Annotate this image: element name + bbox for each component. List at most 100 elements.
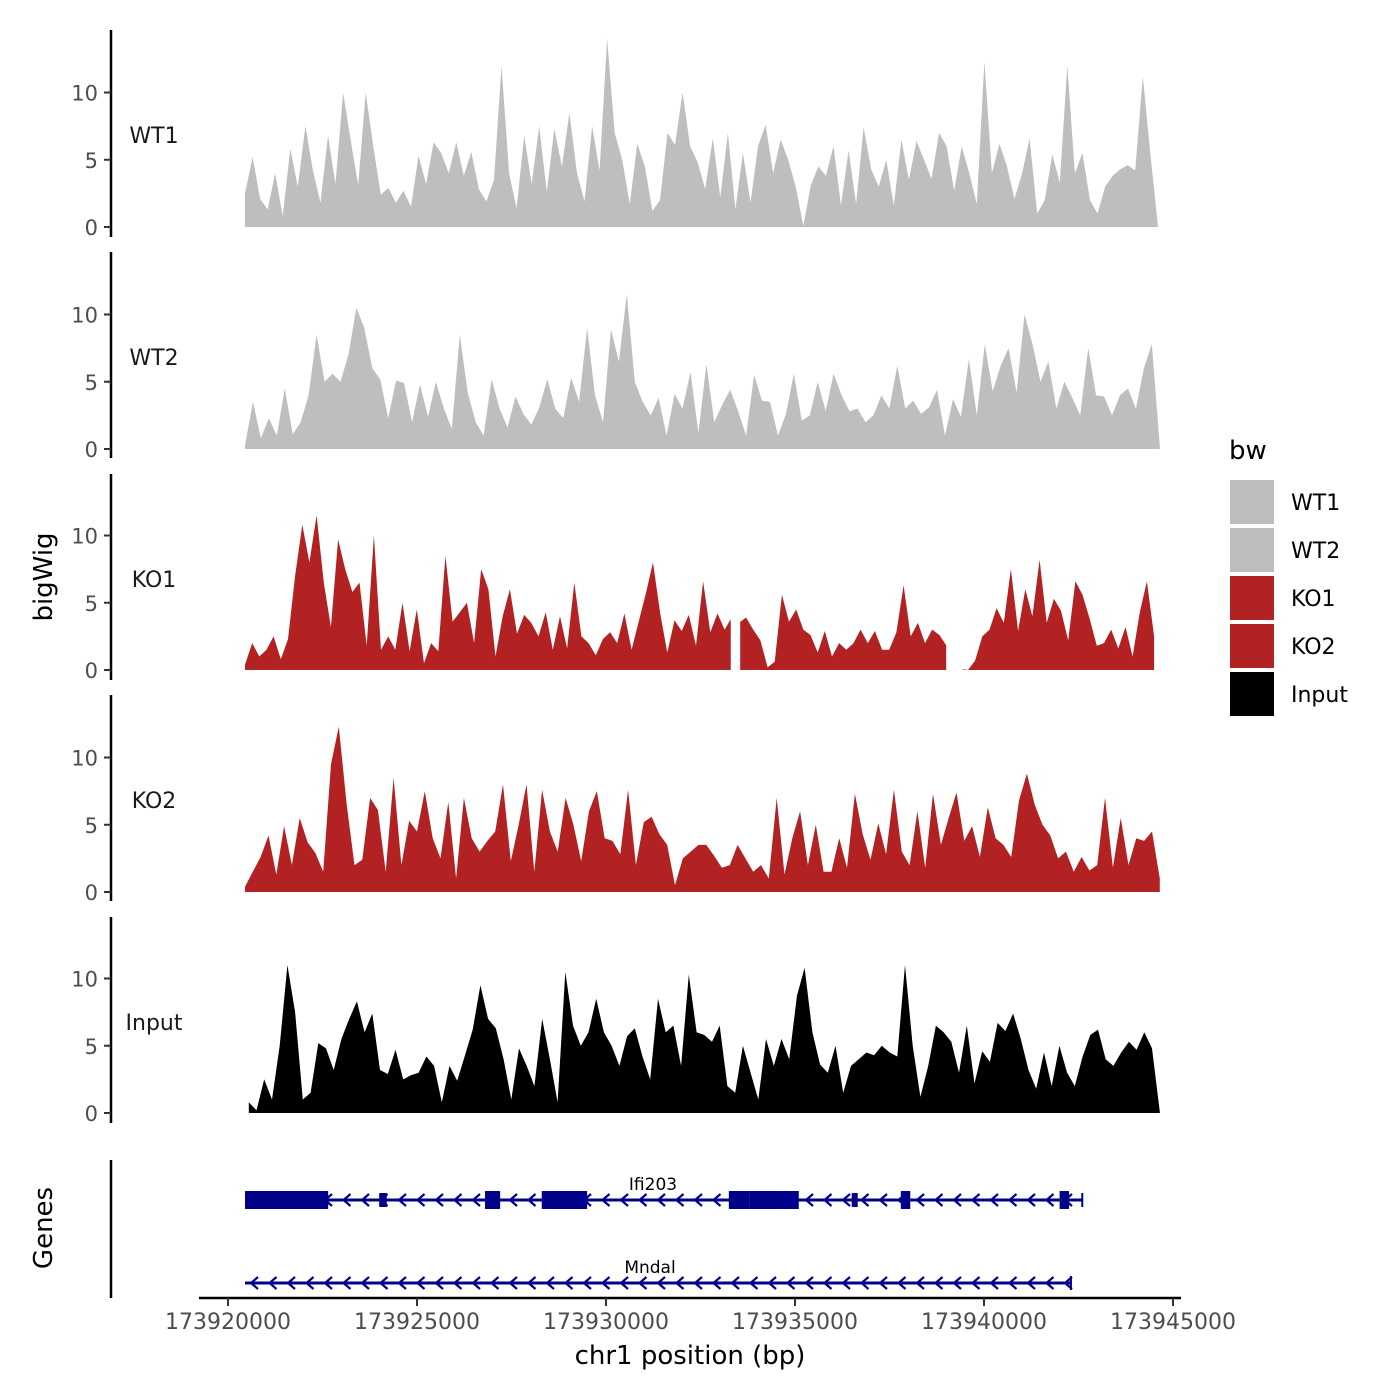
legend-swatch-ko1 [1230, 576, 1274, 620]
strand-arrow [1026, 1276, 1036, 1290]
strand-arrow [267, 1276, 278, 1290]
legend-label-input: Input [1291, 683, 1348, 708]
strand-arrow [674, 1193, 685, 1207]
strand-arrow [693, 1193, 703, 1207]
y-tick-label: 5 [85, 592, 98, 616]
gene-mndal: Mndal [245, 1258, 1073, 1290]
strand-arrow [915, 1193, 925, 1207]
strand-arrow [378, 1276, 389, 1290]
x-tick-label: 173940000 [921, 1310, 1047, 1335]
strand-arrow [804, 1193, 814, 1207]
exon [749, 1191, 799, 1209]
strand-arrow [452, 1276, 463, 1290]
y-tick-label: 10 [71, 304, 98, 328]
signal-area [245, 515, 1155, 670]
strand-arrow [563, 1276, 574, 1290]
track-ko1: 0 5 10 KO1 [71, 474, 1155, 683]
y-tick-label: 0 [85, 1102, 98, 1126]
strand-arrow [748, 1276, 759, 1290]
strand-arrow [711, 1276, 722, 1290]
y-tick-label: 10 [71, 82, 98, 106]
strand-arrow [804, 1276, 814, 1290]
strand-arrow [1026, 1193, 1036, 1207]
y-tick-label: 0 [85, 438, 98, 462]
strand-arrow [341, 1193, 352, 1207]
strand-arrow [859, 1193, 870, 1207]
gene-ifi203: Ifi203 [245, 1175, 1084, 1209]
track-wt2: 0 5 10 WT2 [71, 252, 1160, 462]
exon [1059, 1191, 1070, 1209]
x-tick-label: 173930000 [543, 1310, 669, 1335]
strand-arrow [970, 1276, 981, 1290]
x-tick-label: 173920000 [165, 1310, 291, 1335]
legend-title: bw [1229, 436, 1267, 466]
strand-arrow [952, 1193, 962, 1207]
strand-arrow [508, 1193, 518, 1207]
legend: bw WT1 WT2 KO1 KO2 Input [1229, 436, 1348, 716]
strand-arrow [915, 1276, 925, 1290]
legend-swatch-wt1 [1230, 480, 1274, 524]
strand-arrow [286, 1276, 296, 1290]
strand-arrow [360, 1276, 370, 1290]
track-label: KO2 [132, 789, 177, 814]
strand-arrow [933, 1193, 944, 1207]
strand-arrow [249, 1276, 259, 1290]
y-tick-label: 0 [85, 216, 98, 240]
strand-arrow [471, 1193, 481, 1207]
y-tick-label: 5 [85, 1035, 98, 1059]
strand-arrow [1007, 1276, 1018, 1290]
strand-arrow [526, 1193, 537, 1207]
strand-arrow [323, 1276, 333, 1290]
signal-area [245, 38, 1158, 228]
exon [900, 1191, 911, 1209]
strand-arrow [1063, 1276, 1073, 1290]
signal-area [245, 726, 1160, 892]
strand-arrow [582, 1276, 592, 1290]
y-tick-label: 5 [85, 814, 98, 838]
strand-arrow [952, 1276, 962, 1290]
y-tick-label: 0 [85, 881, 98, 905]
track-label: WT1 [129, 124, 178, 149]
x-tick-label: 173935000 [732, 1310, 858, 1335]
strand-arrow [785, 1276, 796, 1290]
gene-name: Ifi203 [629, 1175, 677, 1195]
strand-arrow [896, 1276, 907, 1290]
y-tick-label: 10 [71, 525, 98, 549]
strand-arrow [674, 1276, 685, 1290]
strand-arrow [545, 1276, 555, 1290]
legend-label-wt1: WT1 [1291, 491, 1340, 516]
legend-swatch-input [1230, 672, 1274, 716]
strand-arrow [822, 1276, 833, 1290]
strand-arrow [822, 1193, 833, 1207]
genes-axis-label: Genes [29, 1187, 59, 1269]
strand-arrow [711, 1193, 722, 1207]
track-label: WT2 [129, 346, 178, 371]
x-tick-label: 173925000 [354, 1310, 480, 1335]
strand-arrow [693, 1276, 703, 1290]
x-axis-label: chr1 position (bp) [575, 1341, 806, 1371]
track-input: 0 5 10 Input [71, 917, 1160, 1126]
y-tick-label: 5 [85, 149, 98, 173]
exon [245, 1191, 329, 1209]
legend-label-ko2: KO2 [1291, 635, 1336, 660]
legend-swatch-ko2 [1230, 624, 1274, 668]
strand-arrow [878, 1276, 888, 1290]
track-ko2: 0 5 10 KO2 [71, 695, 1160, 905]
strand-arrow [970, 1193, 981, 1207]
track-label: KO1 [132, 568, 177, 593]
data-gap [946, 474, 964, 671]
strand-arrow [656, 1276, 666, 1290]
strand-arrow [989, 1193, 999, 1207]
strand-arrow [730, 1276, 740, 1290]
strand-arrow [471, 1276, 481, 1290]
strand-arrow [637, 1193, 648, 1207]
exon [541, 1191, 588, 1209]
exon [728, 1191, 750, 1209]
y-tick-label: 10 [71, 747, 98, 771]
strand-arrow [452, 1193, 463, 1207]
strand-arrow [1044, 1193, 1055, 1207]
y-tick-label: 10 [71, 968, 98, 992]
data-gap [730, 474, 741, 671]
strand-arrow [841, 1276, 851, 1290]
